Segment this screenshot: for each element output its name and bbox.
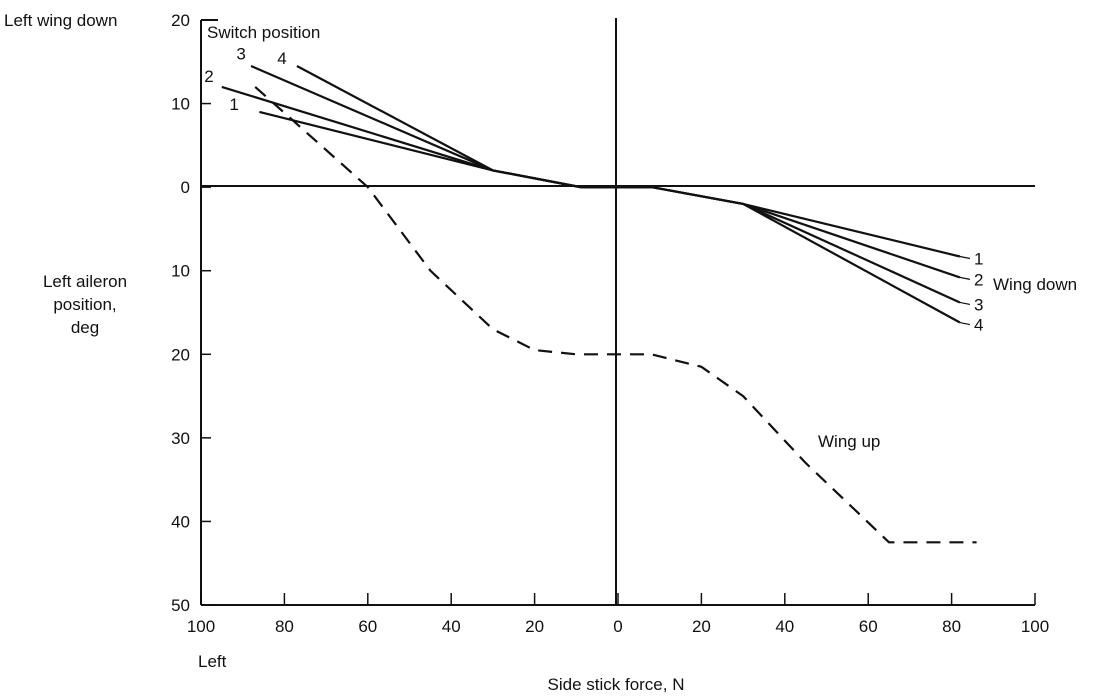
x-ticks: 100 80 60 40 20 0 20 40 60 80 100 xyxy=(187,593,1049,636)
y-tick-label: 40 xyxy=(171,512,190,531)
x-tick-label: 100 xyxy=(1021,617,1049,636)
x-tick-label: 100 xyxy=(187,617,215,636)
series-line-3 xyxy=(250,64,961,304)
y-axis-label-line-1: Left aileron xyxy=(43,272,127,291)
series-line-2 xyxy=(221,85,961,279)
series-label-left-1: 1 xyxy=(229,95,238,114)
x-tick-label: 40 xyxy=(775,617,794,636)
x-side-label: Left xyxy=(198,652,227,671)
series-label-right-4: 4 xyxy=(974,316,983,335)
series-label-left-2: 2 xyxy=(204,67,213,86)
y-tick-label: 0 xyxy=(181,178,190,197)
series-label-right-3: 3 xyxy=(974,295,983,314)
y-tick-label: 50 xyxy=(171,596,190,615)
y-tick-label: 10 xyxy=(171,262,190,281)
y-ticks: 20 10 0 10 20 30 40 50 xyxy=(171,11,211,615)
legend-title: Switch position xyxy=(207,23,320,42)
y-top-label: Left wing down xyxy=(4,11,117,30)
series-label-right-1: 1 xyxy=(974,250,983,269)
series-label-left-4: 4 xyxy=(277,49,286,68)
x-tick-label: 20 xyxy=(692,617,711,636)
wing-up-annotation: Wing up xyxy=(818,432,880,451)
y-axis-label-line-2: position, xyxy=(53,295,116,314)
series-leader-3 xyxy=(959,301,971,306)
x-tick-label: 40 xyxy=(442,617,461,636)
wing-down-annotation: Wing down xyxy=(993,275,1077,294)
y-tick-label: 20 xyxy=(171,11,190,30)
x-tick-label: 80 xyxy=(942,617,961,636)
series-line-4 xyxy=(296,65,961,324)
x-tick-label: 80 xyxy=(275,617,294,636)
wing-up-series xyxy=(254,86,977,544)
x-tick-label: 60 xyxy=(859,617,878,636)
series-label-left-3: 3 xyxy=(236,45,245,64)
y-tick-label: 30 xyxy=(171,429,190,448)
x-tick-label: 20 xyxy=(525,617,544,636)
y-tick-label: 10 xyxy=(171,95,190,114)
x-axis-label: Side stick force, N xyxy=(548,675,685,694)
series-label-right-2: 2 xyxy=(974,270,983,289)
series-leader-2 xyxy=(959,276,971,280)
x-tick-label: 60 xyxy=(358,617,377,636)
y-tick-label: 20 xyxy=(171,345,190,364)
y-axis-label-line-3: deg xyxy=(71,318,99,337)
series-leader-4 xyxy=(959,321,971,326)
x-tick-label: 0 xyxy=(613,617,622,636)
series-leader-1 xyxy=(959,255,971,260)
wing-up-curve xyxy=(254,86,977,544)
